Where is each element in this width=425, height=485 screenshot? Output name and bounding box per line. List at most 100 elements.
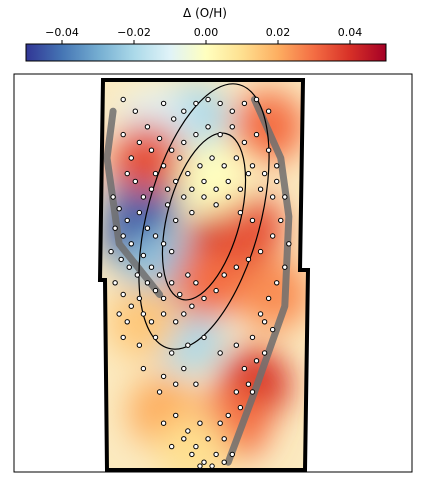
data-point (168, 248, 175, 255)
data-point (225, 178, 231, 185)
data-point (160, 163, 167, 169)
data-point (168, 350, 175, 356)
colorbar-tick-label: 0.02 (266, 26, 291, 39)
data-point (173, 381, 179, 387)
data-point (173, 319, 179, 325)
data-point (189, 186, 195, 192)
data-point (168, 280, 175, 286)
data-point (128, 241, 134, 247)
field-blob (212, 192, 285, 265)
data-point (201, 178, 207, 185)
data-point (148, 264, 155, 270)
data-point (181, 365, 187, 372)
colorbar-tick-label: −0.04 (45, 26, 79, 39)
data-point (156, 135, 163, 142)
data-point (144, 280, 151, 286)
data-point (286, 241, 292, 247)
data-point (144, 124, 151, 130)
data-point (128, 303, 134, 309)
data-point (171, 116, 177, 122)
data-point (274, 163, 280, 169)
field-blob (107, 285, 180, 358)
data-point (221, 163, 227, 169)
data-point (185, 342, 191, 348)
data-point (265, 295, 272, 302)
data-point (245, 170, 252, 177)
data-point (257, 311, 264, 317)
data-point (136, 209, 143, 216)
data-point (132, 108, 139, 114)
field-blob (238, 258, 308, 331)
colorbar-tick-label: −0.02 (117, 26, 151, 39)
data-point (193, 131, 199, 138)
data-point (249, 163, 256, 169)
data-point (120, 233, 126, 239)
data-point (213, 451, 219, 458)
data-point (156, 389, 163, 395)
data-point (152, 170, 159, 177)
data-point (124, 319, 130, 325)
data-point (140, 311, 147, 317)
data-point (181, 311, 187, 317)
data-point (217, 131, 223, 138)
data-point (120, 131, 126, 138)
data-point (160, 241, 167, 247)
data-point (177, 291, 183, 298)
data-point (269, 233, 276, 239)
data-point (225, 194, 231, 200)
data-point (164, 186, 171, 192)
data-point (209, 463, 215, 469)
data-point (229, 451, 235, 458)
data-point (112, 280, 118, 286)
data-point (181, 436, 187, 442)
data-point (148, 319, 155, 325)
data-point (168, 147, 175, 153)
data-point (253, 358, 260, 364)
data-point (217, 420, 223, 426)
data-point (257, 248, 264, 255)
colorbar-tick-label: 0.00 (194, 26, 219, 39)
data-point (213, 186, 219, 192)
data-point (160, 373, 167, 380)
data-point (128, 155, 134, 161)
data-point (205, 436, 211, 442)
data-point (181, 194, 187, 200)
data-point (217, 350, 223, 356)
data-point (221, 459, 227, 465)
data-point (233, 342, 240, 348)
data-point (265, 108, 272, 114)
data-point (185, 170, 191, 177)
colorbar: Δ (O/H) −0.04 −0.02 0.00 0.02 0.04 (25, 6, 387, 62)
data-point (229, 108, 235, 114)
data-point (148, 147, 155, 153)
data-point (229, 124, 235, 130)
data-point (249, 389, 256, 395)
data-point (189, 303, 195, 309)
points (108, 96, 292, 469)
data-point (241, 139, 248, 146)
data-point (257, 186, 264, 192)
data-point (148, 186, 155, 192)
data-point (274, 178, 280, 185)
data-point (193, 381, 199, 387)
data-point (152, 233, 159, 239)
data-point (124, 217, 130, 224)
data-point (201, 459, 207, 465)
data-point (118, 256, 124, 263)
data-point (217, 100, 223, 107)
data-point (134, 272, 141, 278)
data-point (136, 139, 143, 146)
data-point (160, 420, 167, 426)
data-point (112, 225, 118, 231)
data-point (253, 96, 260, 103)
data-point (265, 147, 272, 153)
data-point (181, 108, 187, 114)
data-point (120, 291, 126, 298)
data-point (160, 100, 167, 107)
data-point (108, 248, 114, 255)
data-point (245, 381, 252, 387)
heatmap-field (100, 80, 308, 470)
data-point (156, 272, 163, 278)
data-point (168, 443, 175, 450)
